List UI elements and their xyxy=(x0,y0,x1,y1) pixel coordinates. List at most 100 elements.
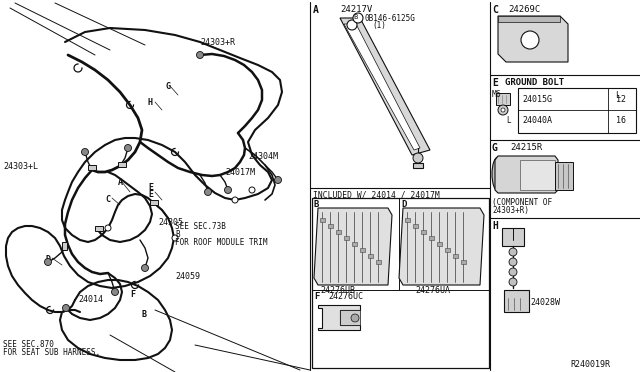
Text: H: H xyxy=(148,98,153,107)
Bar xyxy=(320,218,325,222)
Bar xyxy=(336,230,341,234)
Circle shape xyxy=(196,51,204,58)
Text: 24276UB: 24276UB xyxy=(320,286,355,295)
Bar xyxy=(413,163,423,168)
Text: E: E xyxy=(492,78,498,88)
Bar xyxy=(405,218,410,222)
Bar xyxy=(437,242,442,246)
Circle shape xyxy=(172,235,178,241)
Text: 16: 16 xyxy=(616,116,626,125)
Text: 24028W: 24028W xyxy=(530,298,560,307)
Bar xyxy=(352,242,357,246)
Circle shape xyxy=(141,264,148,272)
Text: GROUND BOLT: GROUND BOLT xyxy=(505,78,564,87)
Circle shape xyxy=(509,248,517,256)
Circle shape xyxy=(205,189,211,196)
Text: M6: M6 xyxy=(492,90,502,99)
Text: 24217V: 24217V xyxy=(340,5,372,14)
Circle shape xyxy=(498,105,508,115)
Text: FOR SEAT SUB HARNESS.: FOR SEAT SUB HARNESS. xyxy=(3,348,100,357)
Bar xyxy=(453,254,458,258)
Text: C: C xyxy=(492,5,498,15)
Text: A: A xyxy=(118,178,123,187)
Polygon shape xyxy=(496,93,510,105)
Text: D: D xyxy=(401,200,406,209)
Circle shape xyxy=(81,148,88,155)
Text: 12: 12 xyxy=(616,95,626,104)
Bar xyxy=(376,260,381,264)
Text: 24304M: 24304M xyxy=(248,152,278,161)
Text: E: E xyxy=(148,190,153,199)
Circle shape xyxy=(111,289,118,295)
Bar xyxy=(360,248,365,252)
Text: 24059: 24059 xyxy=(175,272,200,281)
Circle shape xyxy=(232,197,238,203)
Polygon shape xyxy=(340,18,430,155)
Text: 24276UC: 24276UC xyxy=(328,292,363,301)
Polygon shape xyxy=(399,208,484,285)
Bar xyxy=(328,224,333,228)
Bar xyxy=(502,228,524,246)
Bar xyxy=(518,88,636,133)
Circle shape xyxy=(105,225,111,231)
Ellipse shape xyxy=(492,157,504,191)
Circle shape xyxy=(413,153,423,163)
Bar xyxy=(344,236,349,240)
Text: 24014: 24014 xyxy=(78,295,103,304)
Polygon shape xyxy=(314,208,392,285)
Text: G: G xyxy=(165,82,170,91)
Polygon shape xyxy=(498,16,568,62)
Circle shape xyxy=(275,176,282,183)
Text: 24303+L: 24303+L xyxy=(3,162,38,171)
Circle shape xyxy=(509,268,517,276)
Circle shape xyxy=(521,31,539,49)
Text: INCLUDED W/ 24014 / 24017M: INCLUDED W/ 24014 / 24017M xyxy=(313,190,440,199)
Text: 24276UA: 24276UA xyxy=(415,286,450,295)
Bar xyxy=(368,254,373,258)
Circle shape xyxy=(509,278,517,286)
Polygon shape xyxy=(344,24,420,150)
Bar xyxy=(504,290,529,312)
Text: C: C xyxy=(105,195,110,204)
Circle shape xyxy=(63,305,70,311)
Text: SEE SEC.870: SEE SEC.870 xyxy=(3,340,54,349)
Text: F: F xyxy=(130,290,135,299)
Text: B: B xyxy=(142,310,147,319)
Circle shape xyxy=(45,259,51,266)
Text: 24215R: 24215R xyxy=(510,143,542,152)
Text: 24015G: 24015G xyxy=(522,95,552,104)
Text: A: A xyxy=(313,5,319,15)
Text: 24017M: 24017M xyxy=(225,168,255,177)
Text: FOR ROOF MODULE TRIM: FOR ROOF MODULE TRIM xyxy=(175,238,268,247)
Text: B: B xyxy=(314,200,319,209)
Bar xyxy=(413,224,418,228)
Circle shape xyxy=(249,187,255,193)
Text: F: F xyxy=(314,292,319,301)
Polygon shape xyxy=(318,305,360,330)
Circle shape xyxy=(225,186,232,193)
Text: L: L xyxy=(506,116,511,125)
Bar xyxy=(150,200,158,205)
Text: L: L xyxy=(616,91,621,100)
Bar xyxy=(88,165,96,170)
Text: 24303+R: 24303+R xyxy=(200,38,235,47)
Bar xyxy=(95,226,103,231)
Text: (COMPONENT OF: (COMPONENT OF xyxy=(492,198,552,207)
Circle shape xyxy=(351,314,359,322)
Bar xyxy=(445,248,450,252)
Polygon shape xyxy=(498,16,560,22)
Text: (1): (1) xyxy=(372,21,386,30)
Bar xyxy=(461,260,466,264)
Bar xyxy=(340,310,360,325)
Bar xyxy=(62,242,67,250)
Bar xyxy=(421,230,426,234)
Bar xyxy=(312,198,489,368)
Circle shape xyxy=(501,108,505,112)
Text: G: G xyxy=(492,143,498,153)
Text: 24305: 24305 xyxy=(158,218,183,227)
Text: 24303+R): 24303+R) xyxy=(492,206,529,215)
Text: B: B xyxy=(175,230,180,239)
Text: B: B xyxy=(354,14,358,20)
Bar xyxy=(555,162,573,190)
Circle shape xyxy=(125,144,131,151)
